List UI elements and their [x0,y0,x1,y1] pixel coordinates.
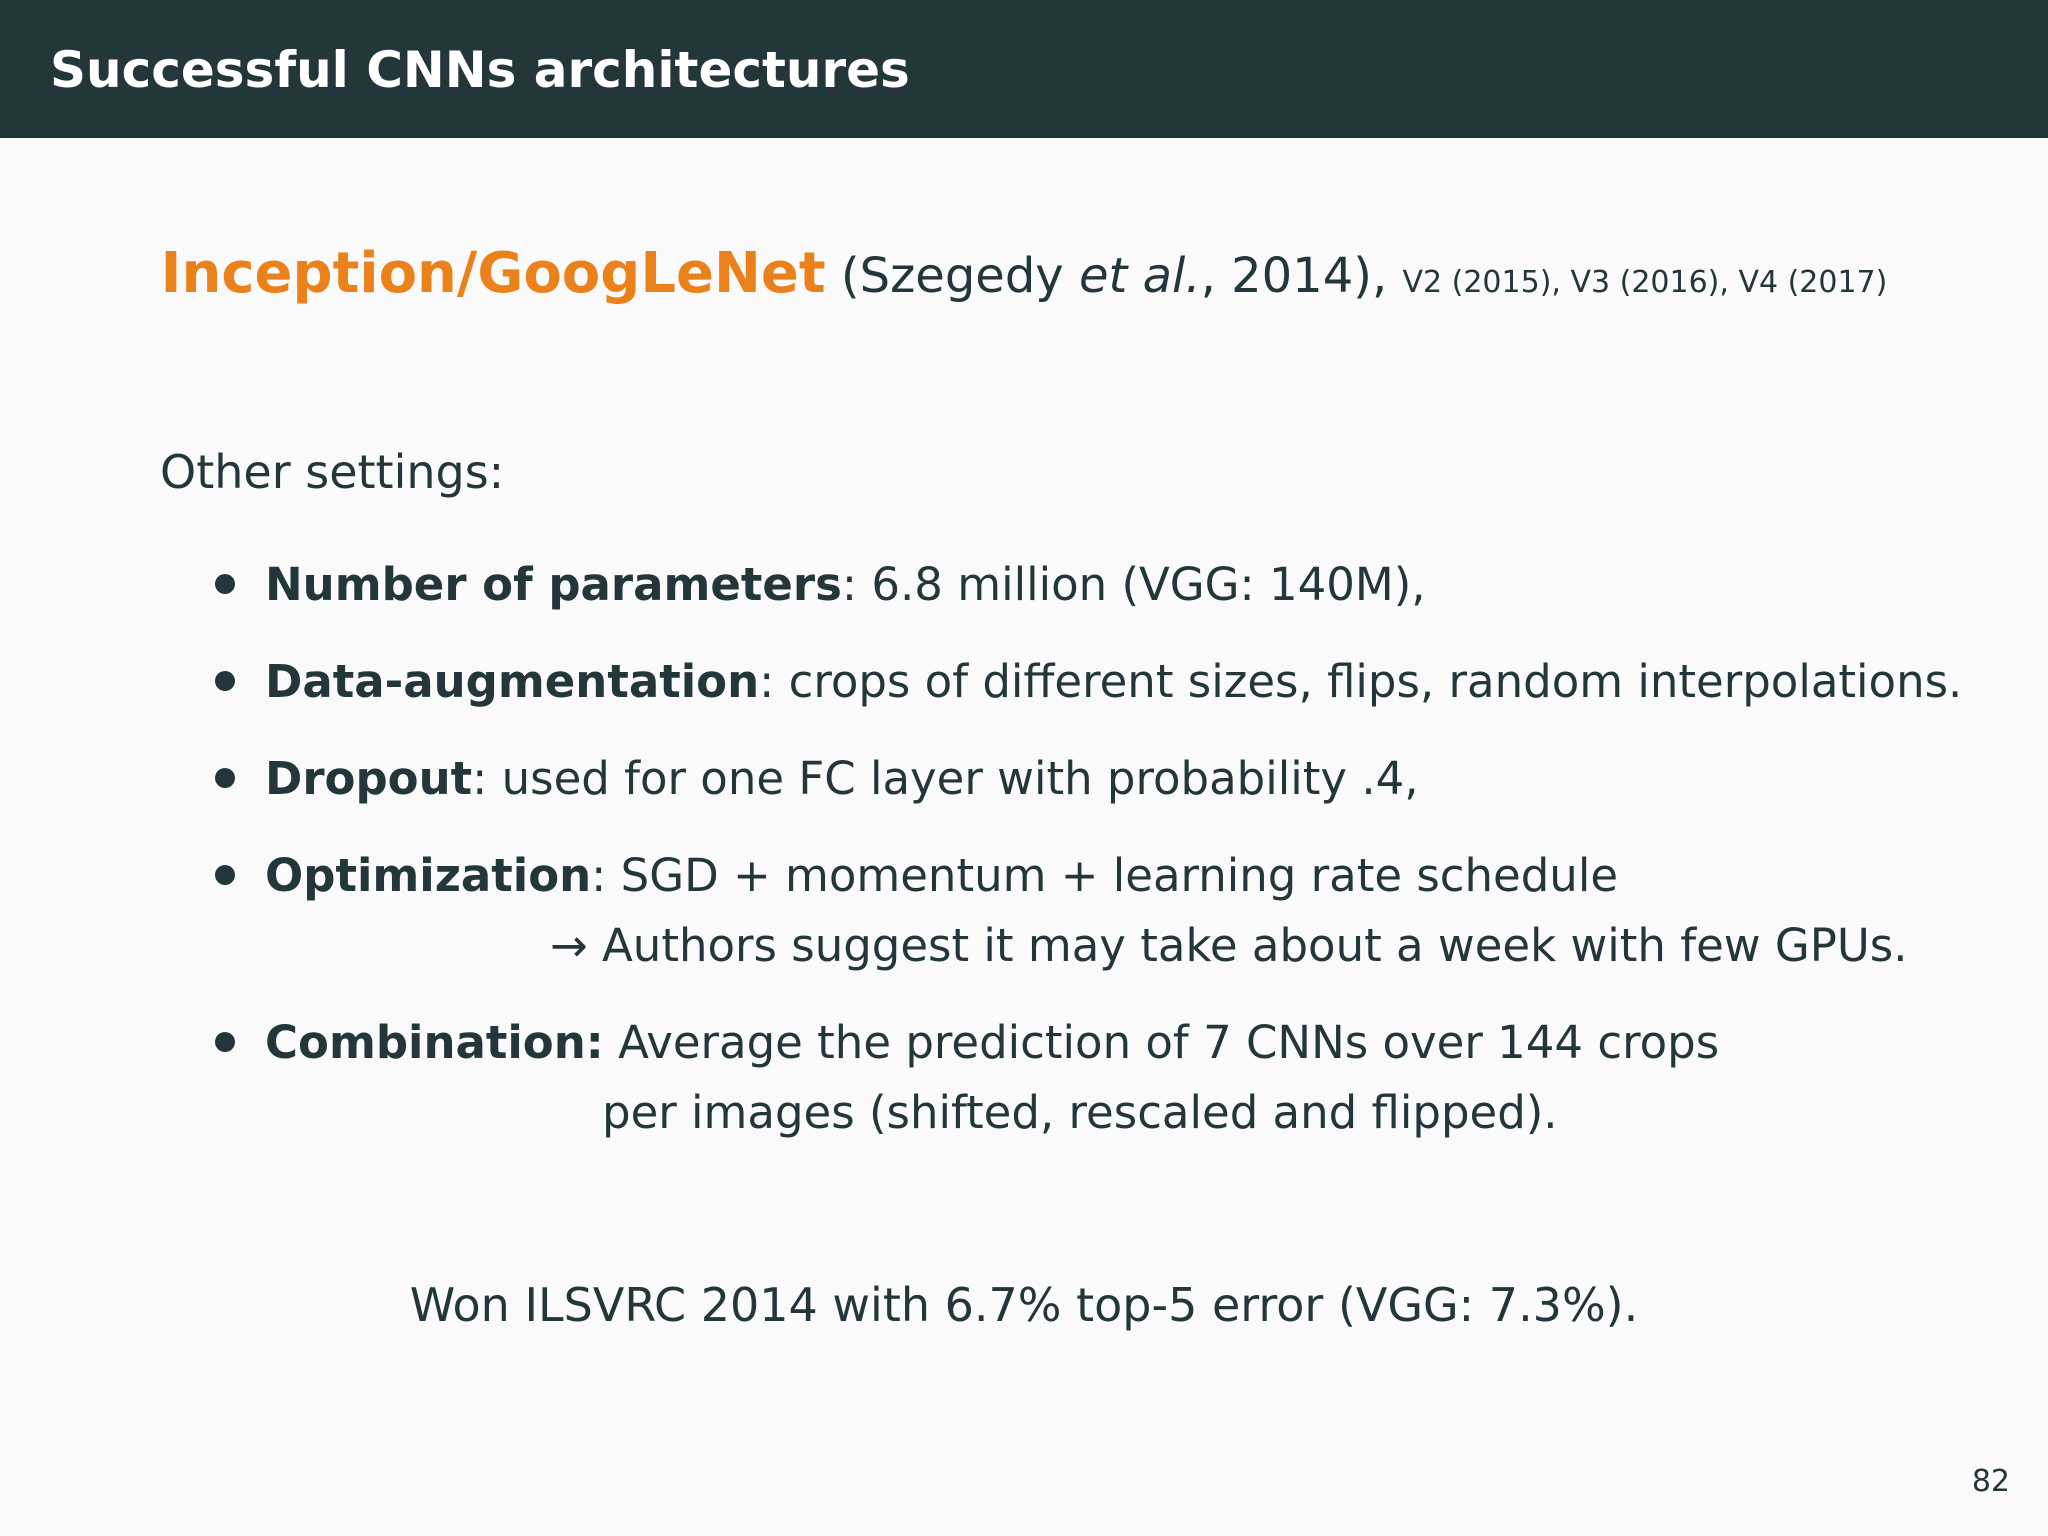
page-number: 82 [1971,1464,2010,1499]
bullet-text: : SGD + momentum + learning rate schedul… [591,849,1619,902]
bullet-icon [215,574,235,594]
list-item: Optimization: SGD + momentum + learning … [210,841,2000,981]
slide-title: Successful CNNs architectures [50,41,910,99]
result-statement: Won ILSVRC 2014 with 6.7% top-5 error (V… [409,1278,1639,1332]
bullet-label: Number of parameters [265,558,842,611]
list-item: Number of parameters: 6.8 million (VGG: … [210,550,2000,620]
bullet-text: : used for one FC layer with probability… [472,752,1419,805]
version-list: V2 (2015), V3 (2016), V4 (2017) [1402,265,1888,300]
bullet-continuation: per images (shifted, rescaled and flippe… [602,1086,1558,1139]
architecture-name: Inception/GoogLeNet [160,241,826,306]
bullet-text: : crops of different sizes, flips, rando… [759,655,1963,708]
architecture-heading: Inception/GoogLeNet (Szegedy et al., 201… [0,238,2048,319]
bullet-icon [215,768,235,788]
bullet-icon [215,671,235,691]
list-item: Data-augmentation: crops of different si… [210,647,2000,717]
list-item: Combination: Average the prediction of 7… [210,1008,2000,1148]
bullet-label: Data-augmentation [265,655,760,708]
bullet-icon [215,865,235,885]
bullet-text: Average the prediction of 7 CNNs over 14… [603,1016,1720,1069]
bullet-icon [215,1032,235,1052]
list-item: Dropout: used for one FC layer with prob… [210,744,2000,814]
slide-header: Successful CNNs architectures [0,0,2048,138]
settings-list: Number of parameters: 6.8 million (VGG: … [210,550,2000,1175]
bullet-label: Combination: [265,1016,604,1069]
intro-text: Other settings: [160,445,505,499]
citation-open: (Szegedy [825,248,1079,304]
citation-close: , 2014), [1200,248,1403,304]
bullet-continuation: → Authors suggest it may take about a we… [550,919,1908,972]
citation-etal: et al. [1078,248,1201,304]
bullet-text: : 6.8 million (VGG: 140M), [841,558,1426,611]
bullet-label: Optimization [265,849,592,902]
bullet-label: Dropout [265,752,473,805]
